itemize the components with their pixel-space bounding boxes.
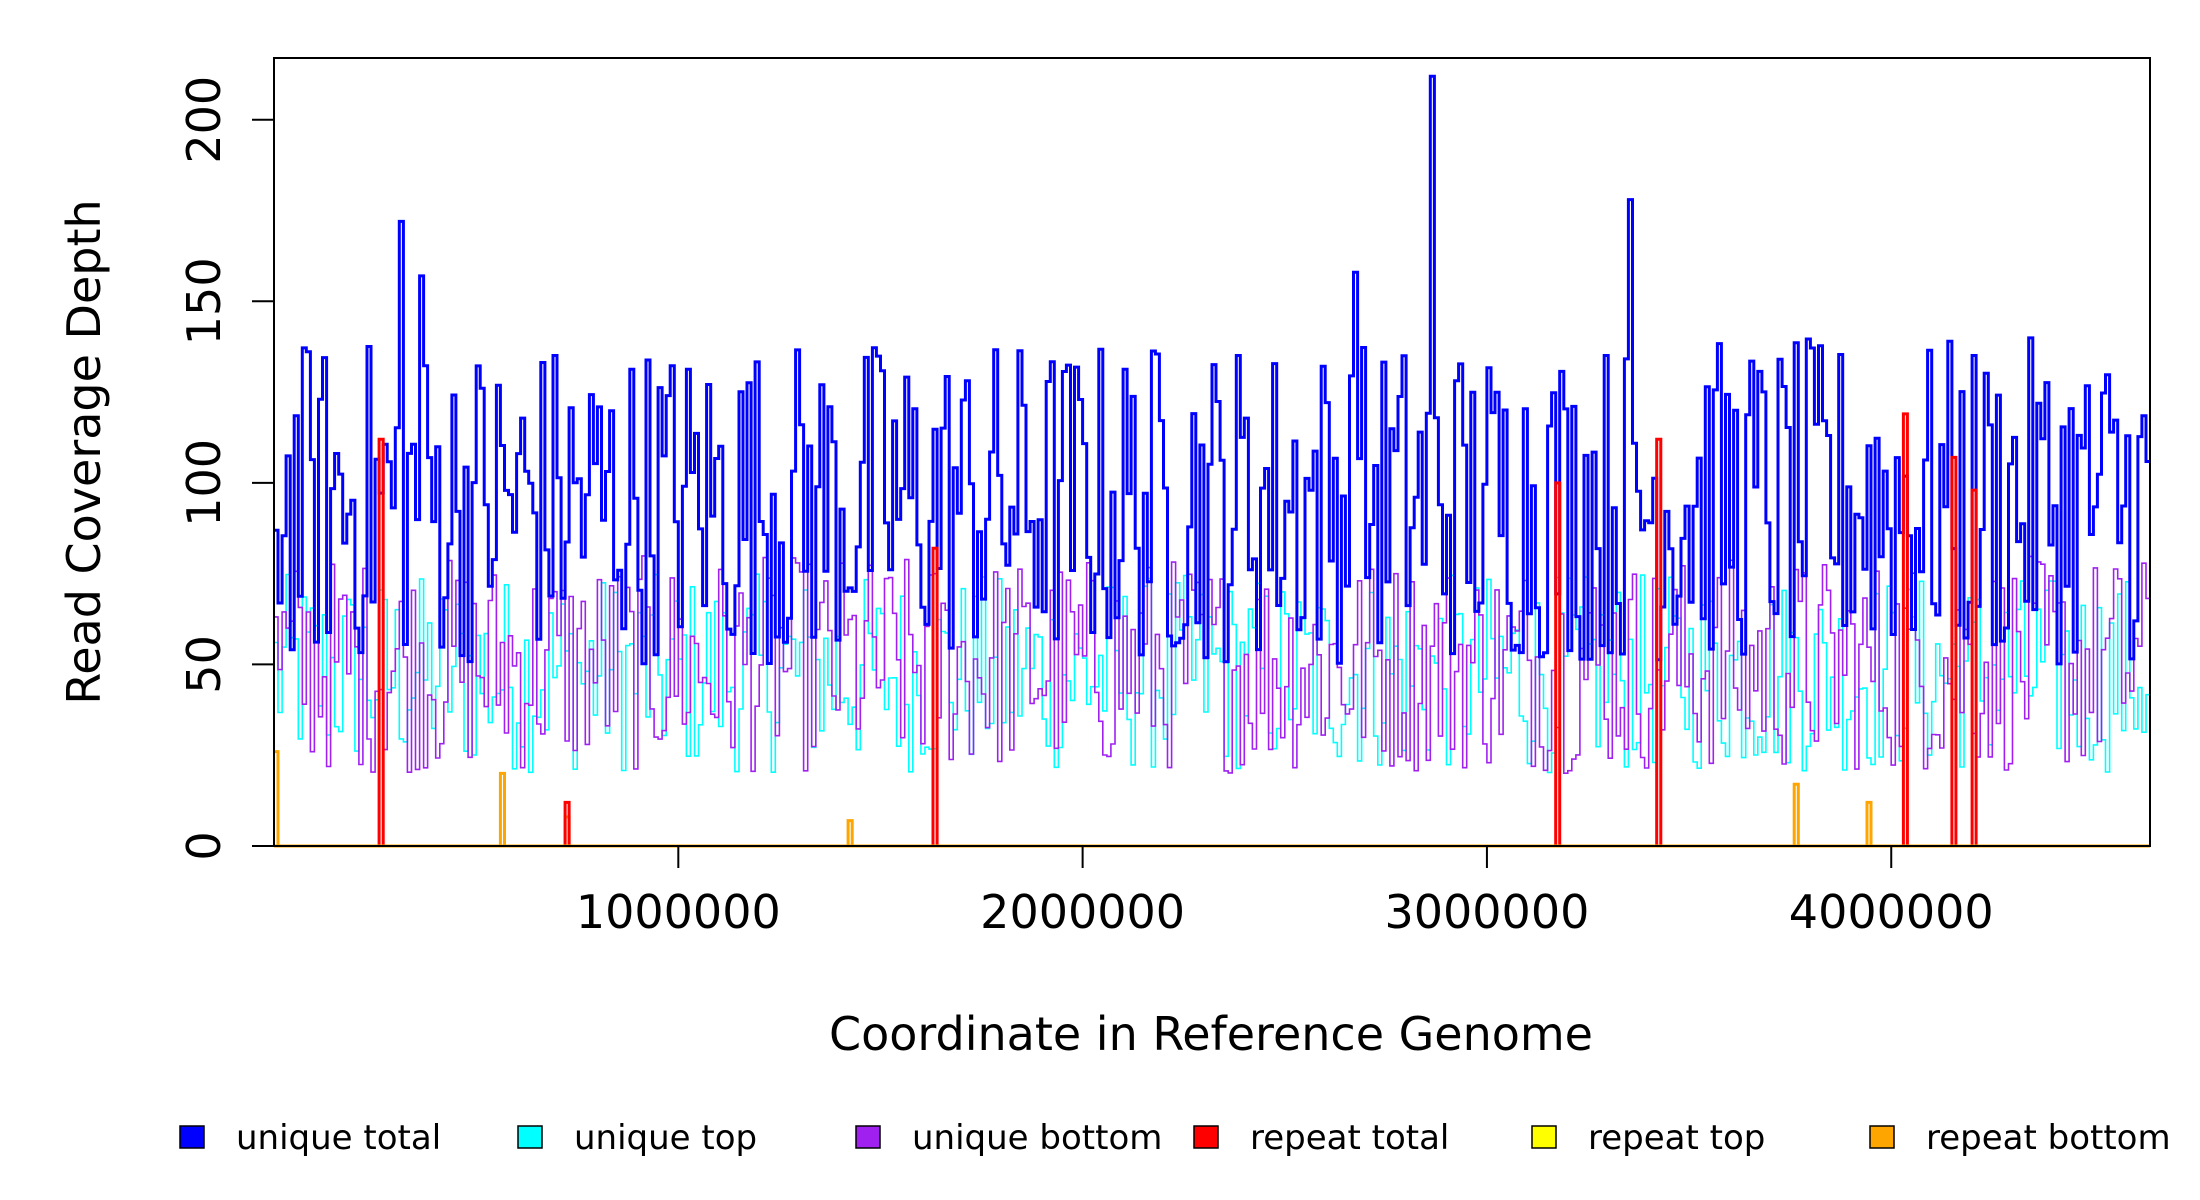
- legend-swatch-unique-total: [179, 1125, 205, 1149]
- legend-swatch-repeat-bottom: [1869, 1125, 1895, 1149]
- x-axis: 1000000 2000000 3000000 4000000: [576, 846, 1994, 939]
- y-tick-label: 0: [177, 831, 231, 860]
- legend-swatch-unique-top: [517, 1125, 543, 1149]
- series-unique-top: [274, 573, 2150, 774]
- legend-label-repeat-total: repeat total: [1250, 1118, 1449, 1158]
- y-axis-title: Read Coverage Depth: [57, 199, 111, 704]
- x-tick-label: 4000000: [1789, 885, 1994, 939]
- y-tick-label: 200: [177, 76, 231, 164]
- x-axis-title: Coordinate in Reference Genome: [829, 1007, 1593, 1061]
- legend-label-repeat-top: repeat top: [1588, 1118, 1765, 1158]
- legend-label-unique-total: unique total: [236, 1118, 441, 1158]
- x-tick-label: 1000000: [576, 885, 781, 939]
- legend-swatch-repeat-total: [1193, 1125, 1219, 1149]
- y-tick-label: 100: [177, 439, 231, 527]
- series-unique-total: [274, 74, 2150, 666]
- legend-swatch-repeat-top: [1531, 1125, 1557, 1149]
- series-layer: [274, 74, 2150, 848]
- legend-swatch-unique-bottom: [855, 1125, 881, 1149]
- legend: unique total unique top unique bottom repea…: [179, 1118, 2171, 1158]
- x-tick-label: 3000000: [1384, 885, 1589, 939]
- x-tick-label: 2000000: [980, 885, 1185, 939]
- series-repeat-bottom: [274, 750, 2150, 848]
- y-axis: 0 50 100 150 200: [177, 76, 275, 861]
- y-tick-label: 150: [177, 257, 231, 345]
- y-tick-label: 50: [177, 635, 231, 694]
- legend-label-unique-bottom: unique bottom: [912, 1118, 1162, 1158]
- series-unique-bottom: [274, 555, 2150, 774]
- legend-label-repeat-bottom: repeat bottom: [1926, 1118, 2171, 1158]
- legend-label-unique-top: unique top: [574, 1118, 757, 1158]
